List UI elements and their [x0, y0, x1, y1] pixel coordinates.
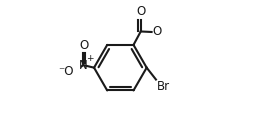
Text: ⁻O: ⁻O [58, 65, 74, 78]
Text: O: O [152, 25, 161, 38]
Text: +: + [86, 54, 94, 63]
Text: N: N [79, 59, 87, 72]
Text: O: O [80, 39, 89, 52]
Text: O: O [136, 5, 145, 18]
Text: Br: Br [156, 80, 170, 93]
